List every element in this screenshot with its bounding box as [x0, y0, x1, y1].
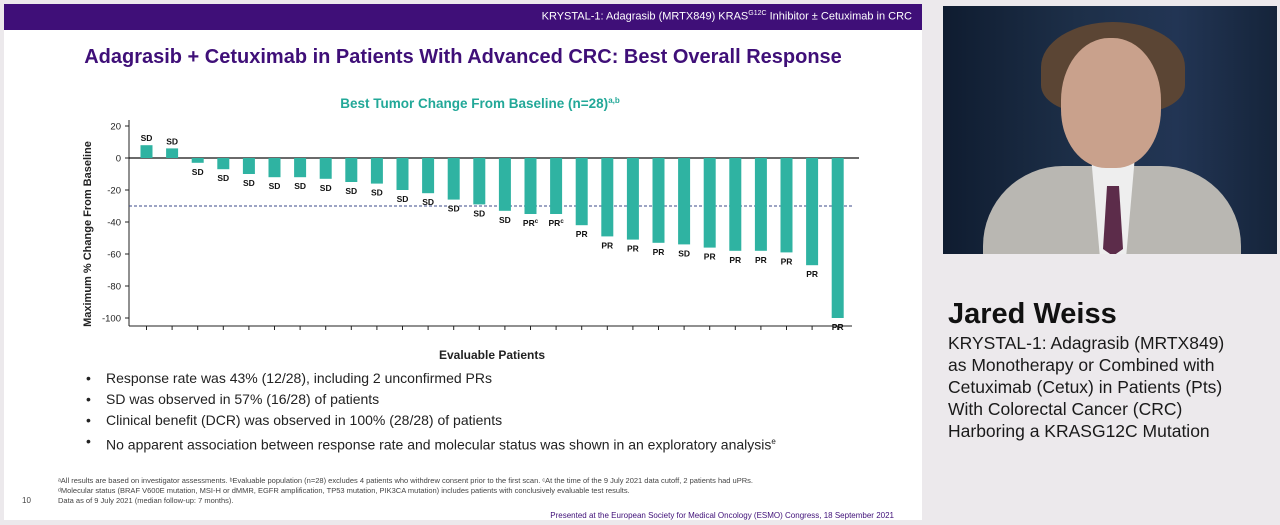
bar-label: SD	[422, 197, 434, 207]
bar-label: PR	[806, 269, 818, 279]
slide-title: Adagrasib + Cetuximab in Patients With A…	[84, 46, 842, 68]
bar	[191, 158, 204, 163]
y-axis-label: Maximum % Change From Baseline	[82, 141, 94, 327]
bar	[575, 158, 588, 226]
bar	[319, 158, 332, 179]
bar-label: SD	[473, 208, 485, 218]
bullet-list: Response rate was 43% (12/28), including…	[84, 368, 776, 456]
footnote-3: Data as of 9 July 2021 (median follow-up…	[58, 496, 234, 505]
y-tick-label: -80	[107, 282, 121, 293]
bar-label: PRc	[549, 218, 565, 228]
bar-label: PR	[627, 244, 639, 254]
bar	[601, 158, 614, 237]
bar	[780, 158, 793, 253]
slide-header-text: KRYSTAL-1: Adagrasib (MRTX849) KRASG12C …	[541, 10, 912, 23]
bar-label: PRc	[523, 218, 539, 228]
bar	[550, 158, 563, 214]
bar	[473, 158, 486, 205]
bar-label: PR	[653, 247, 665, 257]
bar-label: PR	[601, 240, 613, 250]
bar	[678, 158, 691, 245]
bar-label: SD	[141, 133, 153, 143]
y-tick-label: -60	[107, 250, 121, 261]
bar	[217, 158, 230, 170]
speaker-name: Jared Weiss	[948, 298, 1117, 330]
bar-label: PR	[755, 255, 767, 265]
bar	[268, 158, 281, 178]
bar-label: SD	[397, 194, 409, 204]
bar	[703, 158, 716, 248]
speaker-head	[1061, 38, 1161, 168]
talk-description-line: as Monotherapy or Combined with	[948, 355, 1215, 375]
presentation-slide: KRYSTAL-1: Adagrasib (MRTX849) KRASG12C …	[4, 4, 922, 520]
bar-label: SD	[217, 173, 229, 183]
bar	[140, 145, 153, 158]
bar	[524, 158, 537, 214]
talk-description-line: With Colorectal Cancer (CRC)	[948, 399, 1183, 419]
bar-label: PR	[781, 256, 793, 266]
talk-description: KRYSTAL-1: Adagrasib (MRTX849) as Monothe…	[948, 332, 1224, 442]
bar	[626, 158, 639, 240]
y-tick-label: 20	[110, 122, 121, 133]
bar-label: SD	[269, 181, 281, 191]
talk-description-line: Cetuximab (Cetux) in Patients (Pts)	[948, 377, 1223, 397]
bar	[754, 158, 767, 251]
bullet-item: Clinical benefit (DCR) was observed in 1…	[84, 410, 776, 431]
bar-label: SD	[192, 167, 204, 177]
bar	[396, 158, 409, 190]
speaker-tie	[1103, 186, 1123, 254]
bar	[831, 158, 844, 318]
waterfall-chart: Best Tumor Change From Baseline (n=28)a,…	[82, 96, 859, 362]
bar	[422, 158, 435, 194]
bar	[345, 158, 358, 182]
bar-label: SD	[166, 136, 178, 146]
bar-label: PR	[576, 229, 588, 239]
bar	[498, 158, 511, 211]
bar	[370, 158, 383, 184]
bar-label: SD	[499, 215, 511, 225]
y-tick-label: -40	[107, 218, 121, 229]
bar-label: PR	[704, 252, 716, 262]
footnote-2: ᵈMolecular status (BRAF V600E mutation, …	[58, 486, 630, 495]
bar-label: PR	[832, 322, 844, 332]
slide-header-bar: KRYSTAL-1: Adagrasib (MRTX849) KRASG12C …	[4, 4, 922, 30]
bar-label: SD	[371, 188, 383, 198]
bar-label: SD	[243, 178, 255, 188]
bar-label: SD	[320, 183, 332, 193]
talk-description-line: Harboring a KRASG12C Mutation	[948, 421, 1210, 441]
bar-label: PR	[729, 255, 741, 265]
speaker-video	[943, 6, 1277, 254]
bullet-item: Response rate was 43% (12/28), including…	[84, 368, 776, 389]
bar	[729, 158, 742, 251]
bar	[294, 158, 307, 178]
bar-label: SD	[345, 186, 357, 196]
y-tick-label: 0	[116, 154, 121, 165]
presented-at-note: Presented at the European Society for Me…	[550, 511, 894, 520]
bullet-item: No apparent association between response…	[84, 431, 776, 456]
bullet-item: SD was observed in 57% (16/28) of patien…	[84, 389, 776, 410]
bar-label: SD	[448, 204, 460, 214]
chart-title: Best Tumor Change From Baseline (n=28)a,…	[340, 96, 620, 111]
bar-label: SD	[294, 181, 306, 191]
bar	[652, 158, 665, 243]
bar	[447, 158, 460, 200]
bar-label: SD	[678, 248, 690, 258]
bar	[806, 158, 819, 266]
bar	[166, 148, 179, 158]
y-tick-label: -20	[107, 186, 121, 197]
y-tick-label: -100	[102, 314, 121, 325]
footnote-1: ᵃAll results are based on investigator a…	[58, 476, 753, 485]
x-axis-label: Evaluable Patients	[439, 348, 545, 362]
talk-description-line: KRYSTAL-1: Adagrasib (MRTX849)	[948, 333, 1225, 353]
bar	[242, 158, 255, 174]
page-number: 10	[22, 496, 31, 505]
